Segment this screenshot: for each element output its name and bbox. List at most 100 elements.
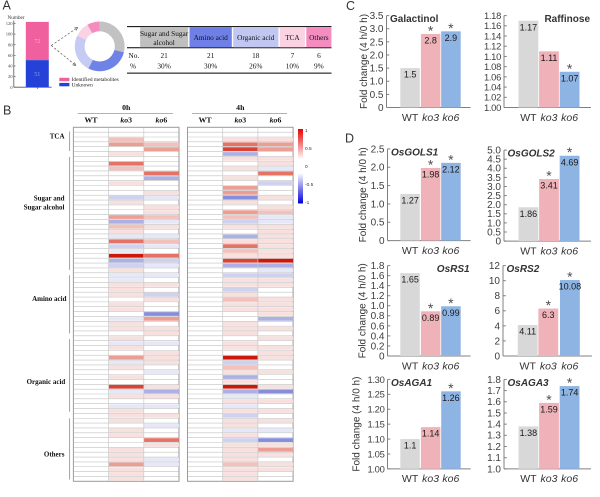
svg-text:1.8: 1.8 [487,375,501,386]
svg-text:2.0: 2.0 [371,163,385,174]
svg-text:ko3: ko3 [422,245,439,257]
svg-text:1: 1 [305,128,308,134]
svg-text:WT: WT [85,115,99,124]
svg-text:2.5: 2.5 [487,191,501,202]
svg-text:1.30: 1.30 [367,374,384,385]
svg-text:OsGOLS2: OsGOLS2 [508,149,556,160]
svg-text:OsGOLS1: OsGOLS1 [391,147,439,158]
svg-text:0.89: 0.89 [422,313,440,323]
svg-text:WT: WT [199,115,213,124]
svg-text:0.5: 0.5 [305,146,312,152]
svg-text:2.8: 2.8 [424,36,437,46]
svg-text:Organic acid: Organic acid [237,33,275,42]
svg-text:ko6: ko6 [561,112,578,124]
svg-text:OsRS2: OsRS2 [507,264,540,275]
svg-text:WT: WT [520,112,537,124]
svg-text:1.04: 1.04 [484,82,501,93]
svg-text:ko6: ko6 [156,115,168,124]
svg-text:*: * [567,144,573,160]
svg-text:No.: No. [129,51,140,60]
svg-text:Others: Others [309,33,329,42]
svg-text:0: 0 [305,164,308,170]
svg-text:Sugar alcohol: Sugar alcohol [24,203,65,211]
svg-text:WT: WT [402,112,419,124]
svg-text:1.2: 1.2 [371,291,385,302]
svg-text:1.4: 1.4 [487,420,501,431]
svg-text:1.12: 1.12 [484,41,501,52]
svg-text:-0.5: -0.5 [305,182,314,188]
svg-text:100: 100 [6,32,14,37]
svg-text:1.14: 1.14 [484,30,501,41]
svg-text:ko6: ko6 [442,473,459,485]
svg-text:ko6: ko6 [561,245,578,257]
svg-text:0.5: 0.5 [370,90,384,101]
svg-text:1.59: 1.59 [540,405,558,415]
svg-text:3.41: 3.41 [540,181,558,191]
svg-text:72: 72 [34,38,40,45]
svg-text:OsAGA1: OsAGA1 [391,378,433,389]
svg-text:0: 0 [379,351,385,362]
svg-text:60: 60 [8,53,13,58]
svg-text:ko6: ko6 [442,112,459,124]
svg-text:3.5: 3.5 [370,11,384,22]
svg-text:*: * [546,168,552,184]
svg-text:20: 20 [8,74,13,79]
svg-text:WT: WT [402,245,419,257]
svg-text:Number: Number [8,15,25,21]
svg-text:21: 21 [207,51,215,60]
svg-text:0.99: 0.99 [442,308,460,318]
svg-text:ko3: ko3 [541,473,558,485]
svg-text:ko3: ko3 [120,115,132,124]
svg-text:4.11: 4.11 [519,327,536,337]
svg-text:1.5: 1.5 [370,64,384,75]
svg-text:1.0: 1.0 [487,464,501,475]
svg-text:1.00: 1.00 [367,463,384,474]
svg-text:*: * [428,157,434,173]
svg-text:0: 0 [379,236,385,247]
svg-text:1.27: 1.27 [401,196,419,206]
svg-text:10%: 10% [286,62,299,71]
svg-text:1.3: 1.3 [487,431,501,442]
svg-text:C: C [346,0,355,13]
svg-text:*: * [546,297,552,313]
svg-text:1.4: 1.4 [371,281,385,292]
svg-text:26%: 26% [249,62,262,71]
svg-text:1.2: 1.2 [487,442,501,453]
svg-text:30%: 30% [204,62,217,71]
svg-text:0h: 0h [122,103,131,112]
svg-text:3.0: 3.0 [487,182,501,193]
svg-text:80: 80 [8,42,13,47]
svg-text:1.11: 1.11 [541,53,558,63]
svg-text:ko6: ko6 [442,245,459,257]
svg-text:3.0: 3.0 [370,24,384,35]
svg-text:1.38: 1.38 [520,428,538,438]
svg-text:TCA: TCA [50,133,65,141]
svg-text:ko6: ko6 [561,360,578,372]
svg-text:Fold change (4 h/0 h): Fold change (4 h/0 h) [352,377,363,472]
svg-text:1.18: 1.18 [484,10,501,21]
svg-text:4.5: 4.5 [487,155,501,166]
svg-text:1.10: 1.10 [367,434,384,445]
svg-text:ko3: ko3 [422,360,439,372]
svg-text:1.86: 1.86 [520,209,538,219]
svg-text:2.0: 2.0 [487,200,501,211]
svg-text:120: 120 [6,21,14,26]
svg-text:ko3: ko3 [422,473,439,485]
svg-text:alcohol: alcohol [153,38,174,47]
svg-text:1.5: 1.5 [371,181,385,192]
svg-text:ko6: ko6 [270,115,282,124]
svg-text:2: 2 [494,336,500,347]
svg-text:7: 7 [291,51,295,60]
svg-text:0: 0 [378,103,384,114]
svg-text:ko3: ko3 [541,112,558,124]
svg-text:1.1: 1.1 [404,441,417,451]
svg-text:6: 6 [317,51,321,60]
svg-text:0.6: 0.6 [371,321,385,332]
svg-text:TCA: TCA [285,33,300,42]
svg-text:ko3: ko3 [541,245,558,257]
svg-text:4h: 4h [236,103,245,112]
svg-text:*: * [546,391,552,407]
svg-text:0.4: 0.4 [371,331,385,342]
svg-text:-1: -1 [305,200,310,206]
svg-text:1.08: 1.08 [484,61,501,72]
